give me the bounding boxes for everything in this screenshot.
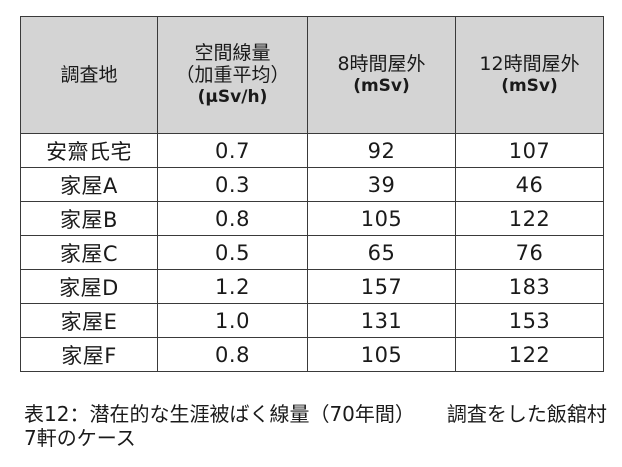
table-row: 家屋C 0.5 65 76 [20, 235, 604, 270]
cell-8h-dose: 105 [307, 201, 456, 236]
table-row: 家屋B 0.8 105 122 [20, 201, 604, 236]
cell-12h-dose: 183 [455, 269, 604, 304]
cell-8h-dose: 131 [307, 303, 456, 338]
table-row: 安齋氏宅 0.7 92 107 [20, 133, 604, 168]
cell-air-dose: 1.0 [157, 303, 308, 338]
caption-subtitle: 調査をした飯舘村7軒のケース [24, 402, 607, 450]
table-row: 家屋F 0.8 105 122 [20, 337, 604, 372]
cell-location: 家屋C [20, 235, 158, 270]
header-8h-outdoor: 8時間屋外 (mSv) [307, 16, 456, 134]
header-12h-outdoor: 12時間屋外 (mSv) [455, 16, 604, 134]
cell-location: 安齋氏宅 [20, 133, 158, 168]
cell-12h-dose: 46 [455, 167, 604, 202]
cell-air-dose: 0.5 [157, 235, 308, 270]
cell-air-dose: 0.3 [157, 167, 308, 202]
table-row: 家屋D 1.2 157 183 [20, 269, 604, 304]
cell-8h-dose: 65 [307, 235, 456, 270]
cell-12h-dose: 107 [455, 133, 604, 168]
lifetime-dose-table: 調査地 空間線量 （加重平均） (μSv/h) 8時間屋外 (mSv) 12時間… [20, 16, 604, 372]
caption-title: 表12：潜在的な生涯被ばく線量（70年間） [24, 402, 415, 426]
header-air-dose: 空間線量 （加重平均） (μSv/h) [157, 16, 308, 134]
table-row: 家屋E 1.0 131 153 [20, 303, 604, 338]
table-row: 家屋A 0.3 39 46 [20, 167, 604, 202]
cell-12h-dose: 76 [455, 235, 604, 270]
cell-location: 家屋F [20, 337, 158, 372]
header-location: 調査地 [20, 16, 158, 134]
cell-8h-dose: 157 [307, 269, 456, 304]
cell-8h-dose: 105 [307, 337, 456, 372]
cell-air-dose: 0.8 [157, 337, 308, 372]
cell-location: 家屋A [20, 167, 158, 202]
cell-location: 家屋D [20, 269, 158, 304]
cell-12h-dose: 122 [455, 337, 604, 372]
cell-air-dose: 0.8 [157, 201, 308, 236]
cell-air-dose: 0.7 [157, 133, 308, 168]
cell-12h-dose: 153 [455, 303, 604, 338]
cell-8h-dose: 39 [307, 167, 456, 202]
table-caption: 表12：潜在的な生涯被ばく線量（70年間） 調査をした飯舘村7軒のケース [24, 402, 614, 450]
cell-8h-dose: 92 [307, 133, 456, 168]
table-header-row: 調査地 空間線量 （加重平均） (μSv/h) 8時間屋外 (mSv) 12時間… [20, 16, 604, 134]
cell-location: 家屋E [20, 303, 158, 338]
cell-air-dose: 1.2 [157, 269, 308, 304]
cell-location: 家屋B [20, 201, 158, 236]
cell-12h-dose: 122 [455, 201, 604, 236]
